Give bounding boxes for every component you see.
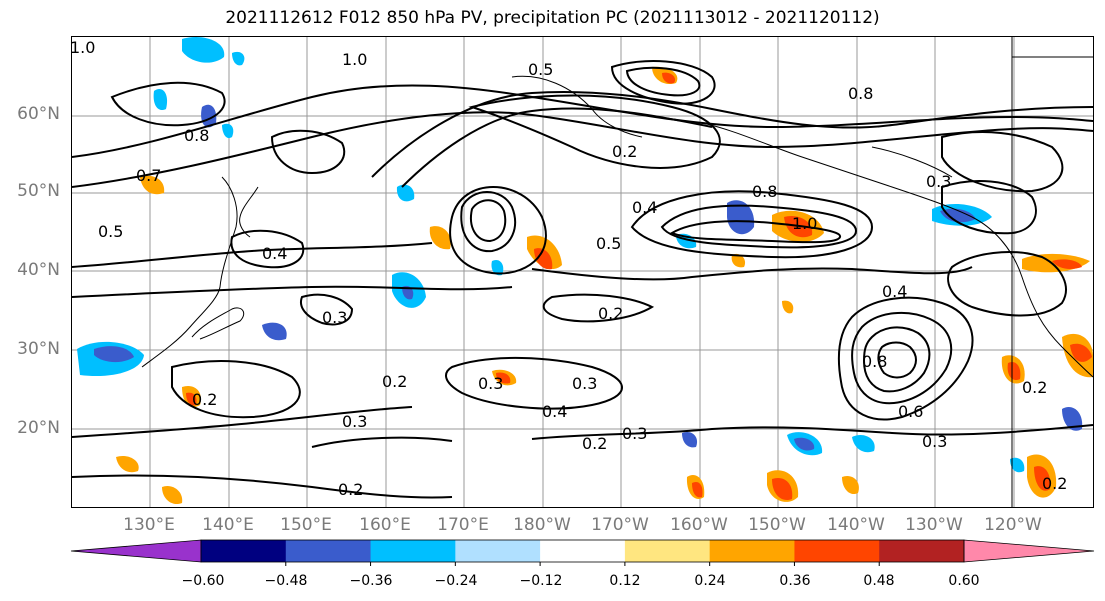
- colorbar-tick-label: −0.60: [181, 573, 225, 589]
- contour-label: 0.3: [572, 374, 597, 393]
- lon-label: 130°W: [905, 515, 963, 535]
- lon-label: 140°W: [827, 515, 885, 535]
- lon-label: 170°E: [437, 515, 489, 535]
- contour-label: 0.8: [184, 126, 209, 145]
- colorbar-tick-label: 0.36: [779, 573, 811, 589]
- colorbar-ticks: [285, 562, 880, 566]
- colorbar-tick-label: 0.60: [948, 573, 980, 589]
- contour-label: 0.8: [848, 84, 873, 103]
- lat-label-60n: 60°N: [17, 104, 60, 124]
- precip-shading: [77, 37, 1093, 505]
- colorbar-extend-high: [963, 539, 1095, 563]
- colorbar-cell: [201, 540, 287, 562]
- contour-label: 1.0: [792, 214, 817, 233]
- colorbar-cell: [540, 540, 626, 562]
- contour-label: 0.2: [598, 304, 623, 323]
- lon-label: 150°W: [748, 515, 806, 535]
- contour-label: 0.4: [262, 244, 287, 263]
- contour-label: 0.2: [382, 372, 407, 391]
- lon-label: 180°W: [513, 515, 571, 535]
- contour-label: 0.3: [342, 412, 367, 431]
- lat-label-30n: 30°N: [17, 339, 60, 359]
- lon-label: 170°W: [591, 515, 649, 535]
- colorbar-tick-label: −0.48: [264, 573, 308, 589]
- colorbar-cell: [879, 540, 965, 562]
- contour-label: 0.2: [192, 390, 217, 409]
- lon-label: 130°E: [123, 515, 175, 535]
- colorbar-tick-label: −0.12: [519, 573, 563, 589]
- contour-label: 0.2: [338, 480, 363, 499]
- contour-label: 0.3: [922, 432, 947, 451]
- lon-label: 160°E: [359, 515, 411, 535]
- colorbar-tick-label: −0.24: [434, 573, 478, 589]
- contour-label: 1.0: [342, 50, 367, 69]
- colorbar-cells: [70, 539, 1095, 563]
- contour-label: 0.4: [632, 198, 657, 217]
- map-plot: 1.0 0.5 1.0 0.4 0.8 0.7 0.5 0.4 0.2 0.3 …: [72, 37, 1093, 507]
- pv-contours: [72, 60, 1093, 499]
- contour-label: 1.0: [72, 38, 95, 57]
- colorbar-tick-label: 0.12: [609, 573, 641, 589]
- colorbar-extend-low: [70, 539, 202, 563]
- contour-label: 0.5: [98, 222, 123, 241]
- contour-label: 0.4: [882, 282, 907, 301]
- colorbar-tick-label: 0.48: [863, 573, 895, 589]
- colorbar-tick-label: −0.36: [349, 573, 393, 589]
- contour-label: 0.2: [582, 434, 607, 453]
- colorbar-cell: [709, 540, 795, 562]
- colorbar-cell: [370, 540, 456, 562]
- contour-label: 0.2: [1022, 378, 1047, 397]
- lat-label-50n: 50°N: [17, 181, 60, 201]
- figure-title: 2021112612 F012 850 hPa PV, precipitatio…: [225, 8, 880, 28]
- colorbar: [70, 539, 1095, 566]
- lon-label: 150°E: [280, 515, 332, 535]
- lat-label-20n: 20°N: [17, 418, 60, 438]
- contour-label: 0.3: [926, 172, 951, 191]
- contour-label: 0.2: [612, 142, 637, 161]
- colorbar-cell: [455, 540, 541, 562]
- lon-label: 160°W: [670, 515, 728, 535]
- lat-label-40n: 40°N: [17, 260, 60, 280]
- lon-label: 140°E: [202, 515, 254, 535]
- colorbar-tick-label: 0.24: [694, 573, 726, 589]
- contour-label: 0.8: [752, 182, 777, 201]
- contour-labels: 1.0 0.5 1.0 0.4 0.8 0.7 0.5 0.4 0.2 0.3 …: [72, 38, 1067, 499]
- colorbar-cell: [285, 540, 372, 562]
- colorbar-cell: [794, 540, 880, 562]
- contour-label: 0.4: [542, 402, 567, 421]
- contour-label: 0.7: [136, 166, 161, 185]
- contour-label: 0.8: [862, 352, 887, 371]
- contour-label: 0.5: [528, 60, 553, 79]
- colorbar-cell: [624, 540, 711, 562]
- contour-label: 0.2: [1042, 474, 1067, 493]
- map-panel: 1.0 0.5 1.0 0.4 0.8 0.7 0.5 0.4 0.2 0.3 …: [71, 36, 1094, 508]
- graticule: [72, 37, 1093, 507]
- contour-label: 0.3: [478, 374, 503, 393]
- contour-label: 0.5: [596, 234, 621, 253]
- colorbar-frame: [200, 539, 965, 563]
- lon-label: 120°W: [984, 515, 1042, 535]
- contour-label: 0.3: [322, 308, 347, 327]
- contour-label: 0.3: [622, 424, 647, 443]
- contour-label: 0.6: [898, 402, 923, 421]
